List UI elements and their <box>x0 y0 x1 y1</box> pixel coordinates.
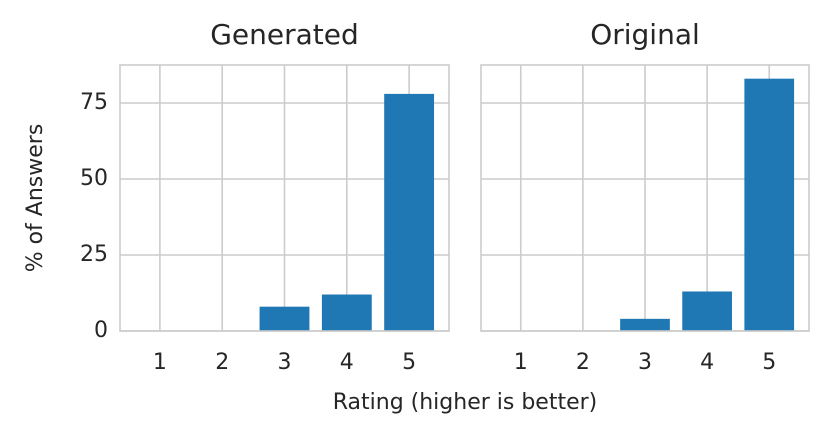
y-tick-label: 25 <box>80 242 108 267</box>
y-tick-label: 0 <box>94 318 108 343</box>
bar <box>384 93 435 331</box>
y-tick-label: 50 <box>80 166 108 191</box>
x-tick-label: 4 <box>340 350 354 375</box>
bar <box>620 318 670 331</box>
bar <box>682 291 732 331</box>
x-tick-label: 1 <box>153 350 167 375</box>
plot-frame <box>119 64 450 332</box>
x-tick-label: 4 <box>700 350 714 375</box>
panel-title: Generated <box>210 18 359 51</box>
x-tick-label: 3 <box>278 350 292 375</box>
x-tick-label: 2 <box>576 350 590 375</box>
bar <box>744 78 795 332</box>
plot-frame <box>480 64 810 332</box>
y-tick-label: 75 <box>80 90 108 115</box>
y-axis-label: % of Answers <box>23 124 48 273</box>
x-axis-label: Rating (higher is better) <box>333 390 598 415</box>
x-tick-label: 5 <box>402 350 416 375</box>
x-tick-label: 5 <box>762 350 776 375</box>
x-tick-label: 3 <box>638 350 652 375</box>
panel-title: Original <box>590 18 700 51</box>
bar <box>321 294 372 331</box>
bar <box>259 306 310 331</box>
x-tick-label: 1 <box>514 350 528 375</box>
x-tick-label: 2 <box>215 350 229 375</box>
